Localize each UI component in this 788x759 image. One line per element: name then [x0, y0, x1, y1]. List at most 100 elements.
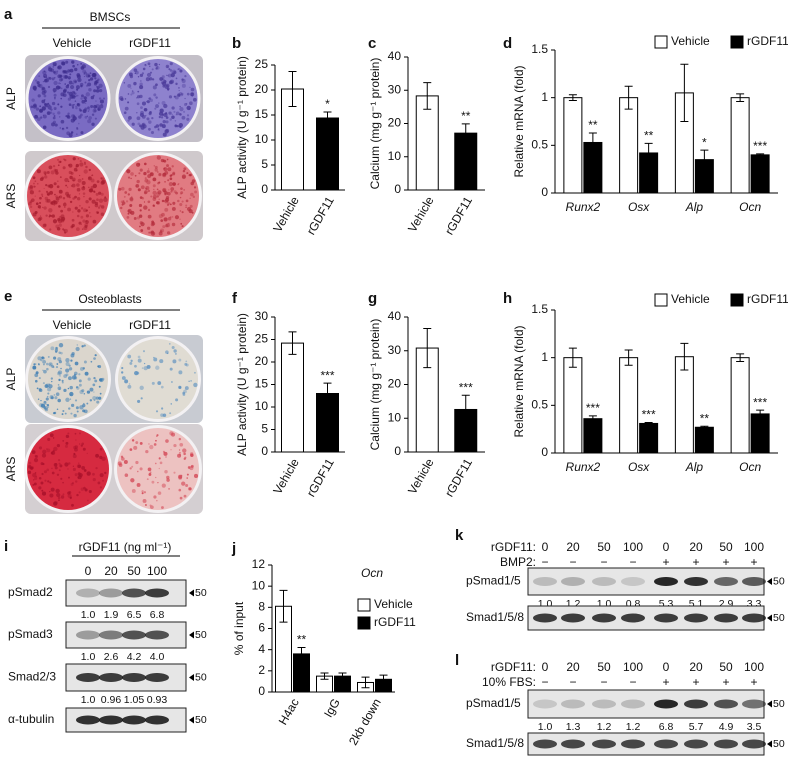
stain: [171, 115, 175, 120]
stain: [140, 397, 143, 400]
stain: [190, 452, 194, 456]
stain: [143, 201, 146, 203]
stain: [42, 382, 45, 385]
stain: [52, 164, 56, 168]
stain: [190, 464, 194, 468]
stain: [135, 185, 138, 188]
stain: [145, 187, 148, 190]
stain: [78, 174, 81, 177]
y-axis-label: ALP activity (U g⁻¹ protein): [235, 313, 249, 456]
stain: [44, 196, 49, 201]
stain: [129, 448, 133, 451]
stain: [41, 356, 44, 359]
stain: [62, 166, 66, 170]
condition-value: 50: [719, 660, 733, 674]
stain: [69, 175, 73, 180]
stain: [180, 187, 183, 190]
stain: [171, 222, 176, 227]
stain: [189, 86, 191, 89]
stain: [86, 390, 91, 394]
stain: [167, 191, 171, 196]
stain: [62, 228, 65, 231]
y-axis-label: Calcium (mg g⁻¹ protein): [368, 58, 382, 190]
stain: [50, 451, 54, 455]
stain: [129, 75, 134, 79]
stain: [185, 484, 189, 488]
band-quantification: 2.6: [104, 651, 119, 663]
stain: [178, 476, 183, 480]
band-quantification: 1.0: [81, 651, 96, 663]
stain: [60, 61, 65, 66]
stain: [144, 177, 147, 180]
band-quantification: 1.2: [597, 721, 612, 733]
stain: [65, 397, 70, 402]
stain: [27, 470, 32, 475]
stain: [39, 196, 42, 200]
stain: [70, 412, 73, 415]
stain: [178, 183, 180, 185]
stain: [78, 122, 80, 125]
stain: [174, 120, 177, 122]
stain: [121, 366, 124, 370]
stain: [163, 167, 166, 170]
y-tick-label: 10: [388, 149, 402, 163]
stain: [178, 86, 180, 89]
band-quantification: 6.5: [127, 609, 142, 621]
stain: [55, 197, 60, 201]
stain: [168, 342, 171, 345]
stain: [77, 178, 82, 183]
stain: [36, 169, 41, 174]
condition-value: −: [541, 555, 548, 569]
stain: [127, 119, 130, 122]
stain: [53, 411, 57, 415]
stain: [41, 86, 46, 91]
stain: [75, 163, 80, 168]
stain: [167, 167, 172, 172]
stain: [56, 185, 60, 189]
stain: [171, 165, 174, 168]
stain: [37, 217, 42, 222]
stain: [127, 212, 130, 215]
stain: [171, 432, 176, 437]
x-tick-label: Vehicle: [405, 456, 437, 497]
stain: [97, 108, 100, 111]
stain: [38, 446, 43, 450]
stain: [77, 464, 82, 469]
stain: [84, 224, 88, 228]
stain: [80, 223, 82, 226]
band: [99, 673, 123, 682]
stain: [140, 229, 144, 232]
stain: [58, 378, 61, 382]
stain: [51, 380, 53, 383]
stain: [179, 496, 183, 500]
stain: [43, 206, 47, 210]
stain: [139, 94, 143, 99]
stain: [179, 202, 183, 207]
stain: [60, 87, 63, 90]
stain: [158, 231, 163, 236]
stain: [76, 344, 79, 346]
stain: [161, 483, 166, 488]
stain: [182, 448, 187, 453]
stain: [79, 405, 84, 410]
stain: [166, 352, 169, 355]
stain: [74, 95, 76, 98]
stain: [102, 97, 106, 100]
legend-swatch: [357, 598, 371, 612]
stain: [166, 203, 170, 206]
stain: [64, 462, 69, 467]
stain: [58, 216, 62, 220]
band-quantification: 4.2: [127, 651, 142, 663]
stain: [34, 472, 37, 474]
stain: [178, 89, 180, 92]
stain: [76, 103, 80, 106]
blot-label: Smad2/3: [8, 670, 56, 684]
y-tick-label: 15: [255, 107, 269, 121]
stain: [71, 104, 75, 108]
stain: [156, 192, 161, 197]
stain: [190, 453, 194, 458]
stain: [160, 413, 164, 417]
stain: [79, 204, 81, 207]
stain: [83, 402, 85, 405]
stain: [74, 361, 79, 366]
